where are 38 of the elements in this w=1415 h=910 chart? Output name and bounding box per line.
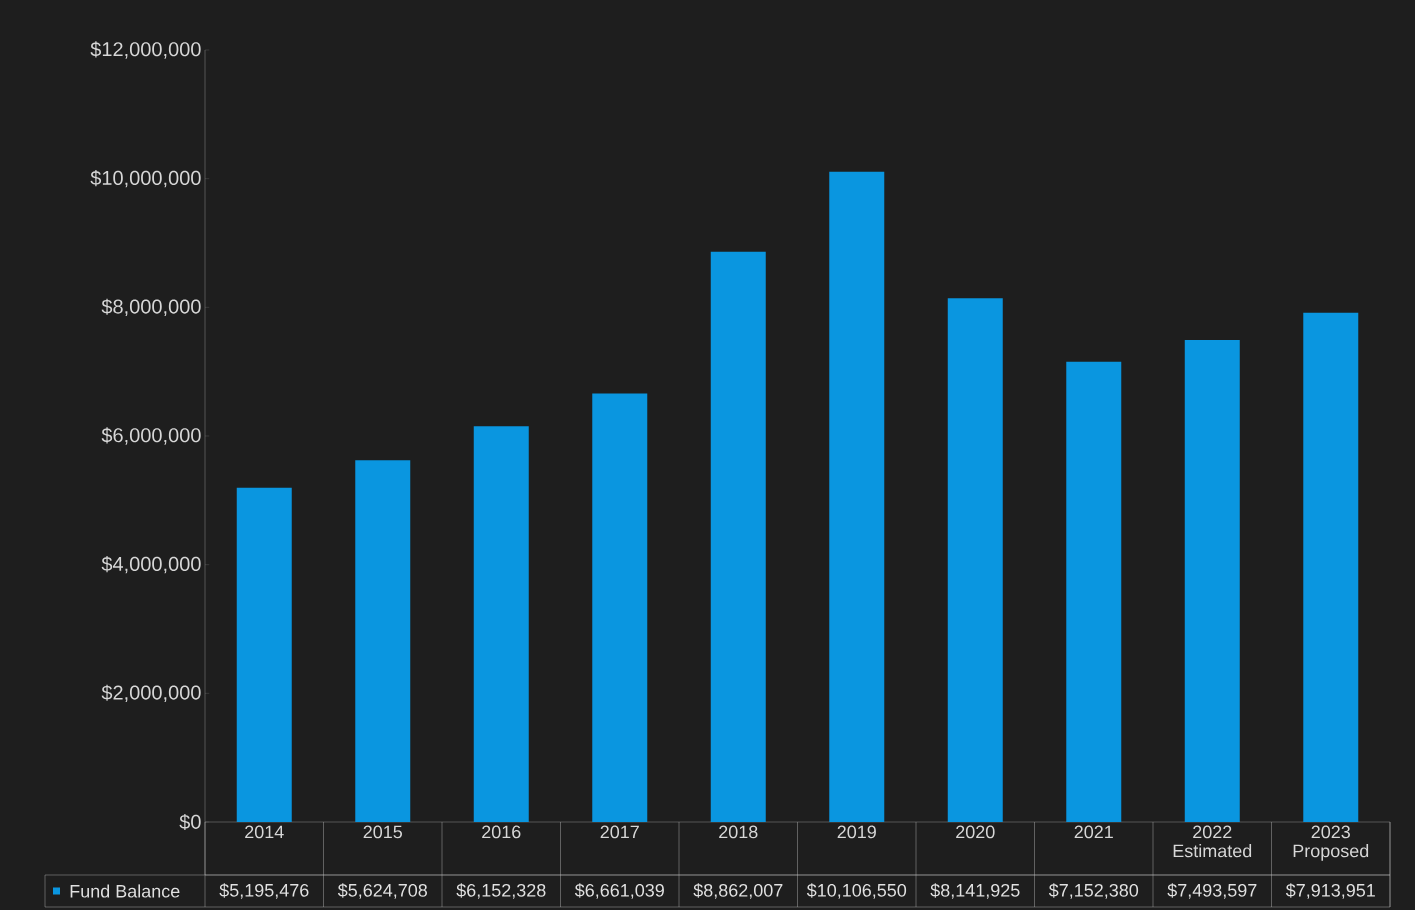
bar bbox=[1184, 339, 1240, 822]
bar bbox=[829, 171, 885, 822]
x-tick-label: 2017 bbox=[600, 825, 639, 839]
bar bbox=[1303, 312, 1359, 822]
y-tick-label: $4,000,000 bbox=[101, 555, 201, 574]
data-label: $5,624,708 bbox=[337, 883, 428, 899]
data-label: $5,195,476 bbox=[219, 883, 309, 899]
x-tick-label: 2018 bbox=[719, 825, 758, 839]
bar bbox=[236, 487, 292, 822]
y-tick-label: $6,000,000 bbox=[101, 427, 201, 445]
bar bbox=[710, 251, 766, 822]
y-tick-label: $0 bbox=[179, 813, 201, 831]
x-tick-label: 2023 Proposed bbox=[1293, 825, 1369, 861]
y-tick-label: $12,000,000 bbox=[90, 41, 201, 59]
x-tick-label: 2020 bbox=[956, 825, 995, 839]
y-tick-label: $2,000,000 bbox=[101, 684, 201, 703]
legend-label: Fund Balance bbox=[70, 884, 180, 898]
x-tick-label: 2021 bbox=[1074, 825, 1113, 839]
x-tick-label: 2019 bbox=[837, 825, 876, 839]
y-tick-label: $10,000,000 bbox=[90, 169, 201, 188]
bar bbox=[473, 426, 529, 822]
bar bbox=[947, 298, 1003, 822]
bar bbox=[1066, 361, 1122, 822]
bar bbox=[355, 460, 411, 822]
data-label: $6,152,328 bbox=[456, 883, 546, 899]
data-label: $10,106,550 bbox=[806, 883, 907, 899]
data-label: $6,661,039 bbox=[574, 883, 664, 899]
data-label: $7,152,380 bbox=[1048, 883, 1139, 899]
x-tick-label: 2016 bbox=[482, 825, 521, 839]
data-label: $8,141,925 bbox=[930, 883, 1020, 899]
x-tick-label: 2022 Estimated bbox=[1173, 825, 1252, 858]
data-label: $8,862,007 bbox=[693, 883, 783, 899]
y-tick-label: $8,000,000 bbox=[101, 298, 201, 317]
x-tick-label: 2014 bbox=[245, 825, 284, 839]
x-tick-label: 2015 bbox=[363, 825, 403, 839]
data-label: $7,493,597 bbox=[1167, 883, 1257, 899]
data-label: $7,913,951 bbox=[1285, 883, 1375, 899]
bar bbox=[592, 393, 648, 822]
